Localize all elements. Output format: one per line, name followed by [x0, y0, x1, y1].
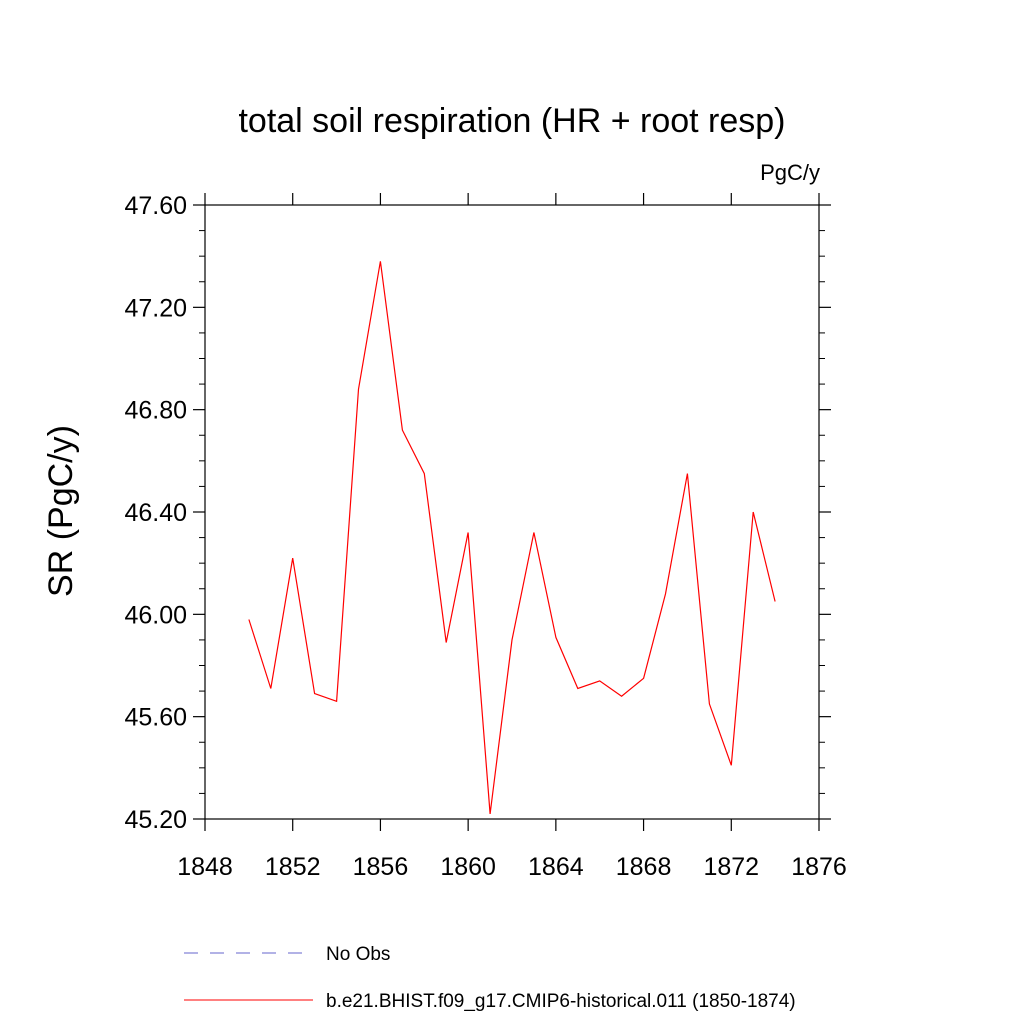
x-tick-label: 1868: [616, 853, 672, 881]
legend: No Obs b.e21.BHIST.f09_g17.CMIP6-historic…: [184, 944, 796, 1012]
y-tick-label: 46.40: [124, 499, 187, 527]
y-tick-label: 47.60: [124, 192, 187, 220]
legend-label: b.e21.BHIST.f09_g17.CMIP6-historical.011…: [326, 991, 796, 1012]
x-axis-ticks: 1848 1852 1856 1860 1864 1868 1872 1876: [177, 193, 847, 881]
series-layer: [248, 261, 776, 814]
y-tick-label: 46.80: [124, 397, 187, 425]
units-label: PgC/y: [760, 160, 820, 185]
x-tick-label: 1860: [440, 853, 496, 881]
plot-frame: [204, 204, 820, 820]
x-tick-label: 1856: [353, 853, 409, 881]
x-tick-label: 1876: [791, 853, 847, 881]
chart-title: total soil respiration (HR + root resp): [238, 102, 785, 140]
series-line: [248, 261, 776, 814]
x-tick-label: 1848: [177, 853, 233, 881]
y-tick-label: 45.20: [124, 806, 187, 834]
legend-label: No Obs: [326, 944, 390, 965]
x-tick-label: 1864: [528, 853, 584, 881]
y-tick-label: 45.60: [124, 704, 187, 732]
y-tick-label: 46.00: [124, 601, 187, 629]
y-tick-label: 47.20: [124, 294, 187, 322]
y-axis-ticks: 45.20 45.60 46.00 46.40 46.80 47.20 47.60: [124, 192, 831, 834]
y-axis-label: SR (PgC/y): [42, 425, 80, 597]
x-tick-label: 1872: [703, 853, 759, 881]
x-tick-label: 1852: [265, 853, 321, 881]
